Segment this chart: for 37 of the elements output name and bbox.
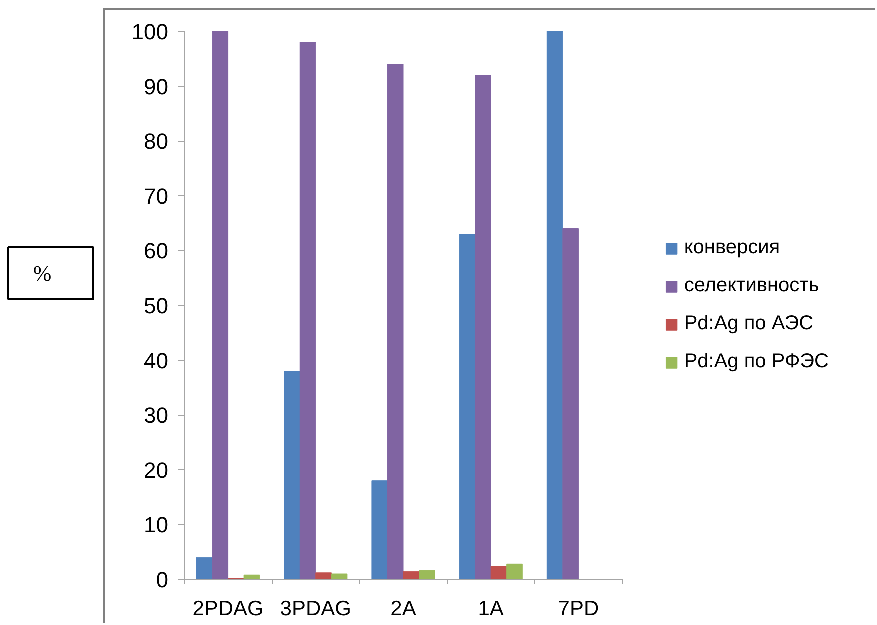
- bar: [506, 564, 523, 580]
- bar: [372, 480, 388, 580]
- x-tick-label: 7PD: [558, 598, 600, 620]
- bar: [212, 32, 229, 580]
- y-tick-label: 80: [144, 129, 169, 154]
- bar: [284, 371, 300, 580]
- bar: [546, 32, 564, 580]
- y-axis-title: %: [33, 261, 52, 286]
- bar: [475, 75, 492, 580]
- legend-label: селективность: [684, 274, 820, 298]
- y-tick-label: 10: [144, 512, 169, 538]
- bar: [403, 572, 420, 580]
- x-tick-label: 3PDAG: [280, 598, 352, 620]
- legend-label: Pd:Ag по РФЭС: [684, 350, 829, 374]
- bar: [490, 566, 508, 580]
- bar: [300, 42, 316, 580]
- y-tick-label: 60: [144, 238, 169, 264]
- bar: [419, 570, 436, 580]
- y-tick-label: 40: [144, 348, 169, 374]
- legend-label: конверсия: [684, 236, 780, 260]
- y-tick-label: 30: [144, 403, 169, 428]
- y-tick-label: 20: [144, 458, 169, 483]
- bar: [331, 574, 348, 580]
- y-tick-label: 90: [144, 74, 169, 100]
- bar: [562, 228, 579, 580]
- x-tick-label: 2PDAG: [192, 598, 264, 620]
- y-tick-label: 0: [156, 568, 169, 592]
- x-tick-label: 2A: [390, 598, 416, 620]
- bar: [196, 557, 213, 580]
- bar: [387, 64, 404, 580]
- bar: [459, 234, 476, 580]
- y-tick-label: 50: [144, 294, 169, 318]
- bar: [316, 572, 332, 580]
- y-tick-label: 100: [132, 20, 169, 44]
- x-tick-label: 1A: [478, 598, 504, 620]
- y-tick-label: 70: [144, 184, 169, 209]
- legend-label: Pd:Ag по АЭС: [684, 312, 814, 336]
